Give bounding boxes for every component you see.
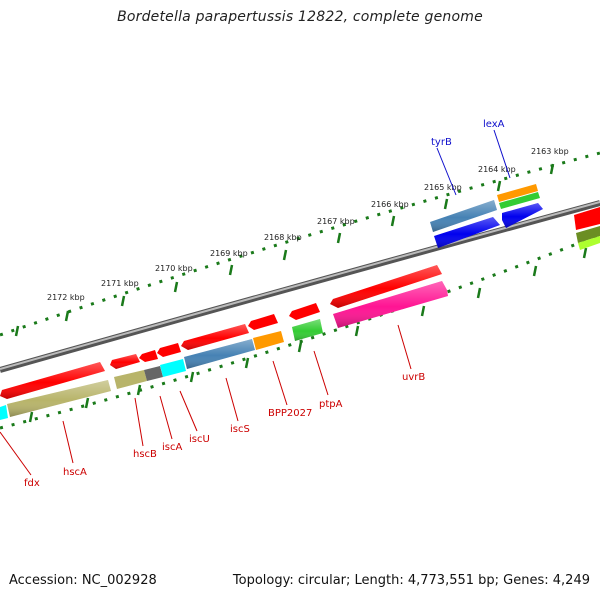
gene-label-lexA: lexA: [483, 119, 505, 130]
tick-label: 2168 kbp: [264, 233, 302, 242]
gene-feature: [574, 207, 600, 230]
tick-label: 2164 kbp: [478, 165, 516, 174]
major-ticks: [14, 163, 588, 423]
gene-label-iscA: iscA: [162, 442, 182, 453]
gene-label-fdx: fdx: [24, 478, 40, 489]
tick-label: 2171 kbp: [101, 279, 139, 288]
gene-feature: [160, 359, 186, 377]
tick-label: 2169 kbp: [210, 249, 248, 258]
gene-label-iscS: iscS: [230, 424, 250, 435]
gene-label-ptpA: ptpA: [319, 399, 343, 410]
gene-feature: [0, 405, 8, 420]
gene-label-iscU: iscU: [189, 434, 210, 445]
gene-feature: [139, 350, 158, 362]
gene-feature: [499, 192, 540, 209]
outer-scale: [0, 151, 600, 337]
tick-label: 2165 kbp: [424, 183, 462, 192]
genome-summary-text: Topology: circular; Length: 4,773,551 bp…: [232, 573, 590, 588]
tick-label: 2172 kbp: [47, 293, 85, 302]
inner-scale: [0, 233, 600, 430]
gene-feature: [114, 370, 147, 389]
tick-label: 2167 kbp: [317, 217, 355, 226]
gene-label-BPP2027: BPP2027: [268, 408, 312, 419]
bottom-strand-features: [0, 217, 500, 420]
gene-feature: [157, 343, 181, 357]
accession-text: Accession: NC_002928: [9, 573, 157, 588]
gene-feature: [144, 366, 163, 381]
gene-feature: [289, 303, 320, 320]
gene-feature: [248, 314, 278, 330]
map-title: Bordetella parapertussis 12822, complete…: [117, 9, 483, 25]
gene-feature: [253, 331, 284, 350]
label-leaders: [0, 129, 511, 476]
top-strand-features: [0, 184, 600, 399]
tick-label: 2163 kbp: [531, 147, 569, 156]
gene-label-tyrB: tyrB: [431, 137, 452, 148]
tick-label: 2166 kbp: [371, 200, 409, 209]
gene-label-hscA: hscA: [63, 467, 87, 478]
gene-label-hscB: hscB: [133, 449, 157, 460]
gene-label-uvrB: uvrB: [402, 372, 425, 383]
gene-feature: [497, 184, 538, 202]
tick-label: 2170 kbp: [155, 264, 193, 273]
